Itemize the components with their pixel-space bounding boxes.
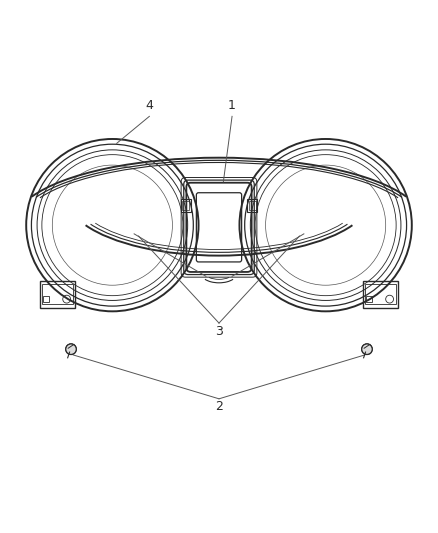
Bar [363,281,398,308]
Bar [43,296,49,302]
Circle shape [362,344,372,354]
Text: 2: 2 [215,400,223,413]
Bar [183,201,189,210]
Bar [247,199,257,212]
Bar [42,284,73,304]
Bar [181,199,191,212]
Bar [366,296,372,302]
Text: 3: 3 [215,325,223,338]
Bar [40,281,75,308]
Text: 1: 1 [228,99,236,112]
Text: 4: 4 [145,99,153,112]
Bar [249,201,255,210]
Circle shape [66,344,76,354]
Bar [365,284,396,304]
